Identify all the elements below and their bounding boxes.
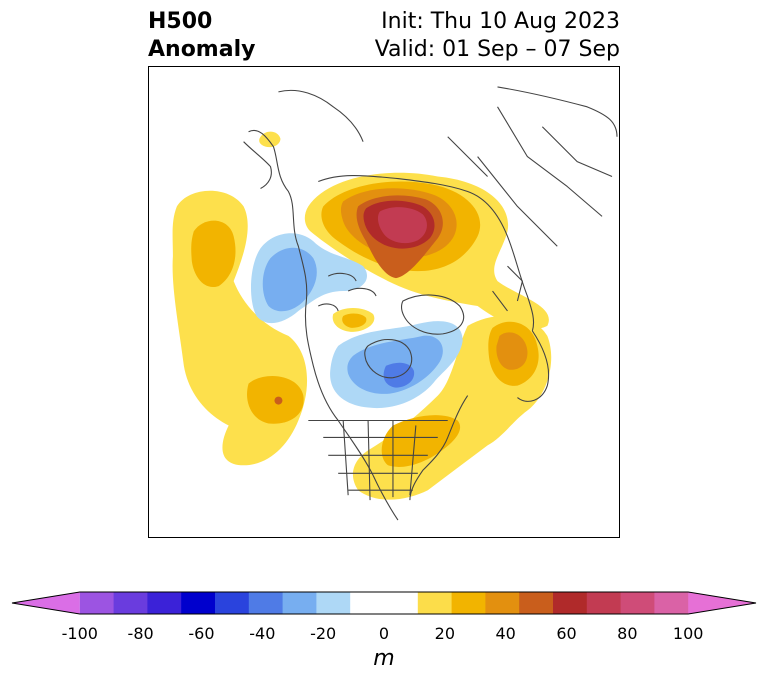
valid-range: Valid: 01 Sep – 07 Sep	[374, 37, 620, 62]
anomaly-arctic-pos6	[377, 207, 427, 244]
map-title: H500 Anomaly	[148, 8, 255, 64]
colorbar-bin	[147, 592, 182, 614]
colorbar	[11, 591, 757, 615]
anomaly-fields	[172, 131, 552, 500]
anomaly-small-arctic-pos2	[342, 313, 367, 328]
colorbar-bin	[12, 592, 80, 614]
colorbar-bin	[620, 592, 655, 614]
anomaly-pacific-pos2	[191, 220, 236, 288]
colorbar-tick-label: 80	[617, 624, 638, 643]
colorbar-bin	[688, 592, 756, 614]
title-line-2: Anomaly	[148, 37, 256, 62]
colorbar-outline	[11, 591, 757, 615]
anomaly-gulf-core	[274, 396, 283, 405]
colorbar-bin	[586, 592, 622, 614]
colorbar-bin	[350, 592, 385, 614]
colorbar-bin	[553, 592, 588, 614]
anomaly-canada-neg3	[383, 362, 415, 388]
anomaly-map	[148, 66, 620, 538]
colorbar-tick-label: 100	[672, 624, 704, 643]
colorbar-tick-label: -40	[249, 624, 276, 643]
forecast-dates: Init: Thu 10 Aug 2023 Valid: 01 Sep – 07…	[375, 8, 620, 64]
colorbar-bin	[451, 592, 486, 614]
colorbar-bin	[384, 592, 419, 614]
colorbar-tick-label: 40	[495, 624, 516, 643]
colorbar-tick-label: 0	[378, 624, 390, 643]
colorbar-bin	[113, 592, 148, 614]
anomaly-atlantic-pos3	[496, 332, 528, 370]
coastlines	[243, 86, 618, 521]
colorbar-tick-label: -20	[310, 624, 337, 643]
colorbar-bin	[485, 592, 520, 614]
init-date: Init: Thu 10 Aug 2023	[381, 9, 620, 34]
colorbar-tick-label: 20	[434, 624, 456, 643]
anomaly-east-us-pos2	[381, 415, 461, 467]
title-line-1: H500	[148, 9, 213, 34]
colorbar-bin	[519, 592, 554, 614]
colorbar-tick-label: -100	[61, 624, 98, 643]
colorbar-tick-label: -60	[188, 624, 215, 643]
anomaly-pacific-pos	[172, 190, 308, 466]
colorbar-tick-label: 60	[556, 624, 577, 643]
colorbar-bin	[215, 592, 250, 614]
colorbar-unit-label: m	[373, 646, 395, 671]
colorbar-tick-label: -80	[127, 624, 154, 643]
colorbar-bin	[316, 592, 351, 614]
colorbar-bin	[282, 592, 317, 614]
colorbar-bin	[417, 592, 453, 614]
colorbar-bin	[654, 592, 689, 614]
colorbar-bin	[181, 592, 216, 614]
colorbar-bin	[79, 592, 115, 614]
colorbar-bin	[248, 592, 284, 614]
